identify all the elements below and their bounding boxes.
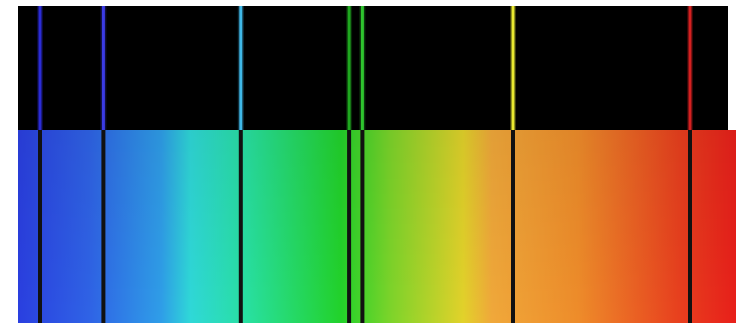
absorption-line-1 bbox=[38, 130, 42, 323]
emission-spectrum-band bbox=[18, 6, 728, 130]
absorption-line-6 bbox=[511, 130, 515, 323]
emission-line-6 bbox=[511, 6, 515, 130]
emission-line-4 bbox=[347, 6, 351, 130]
absorption-line-7 bbox=[688, 130, 692, 323]
emission-line-1 bbox=[38, 6, 42, 130]
absorption-line-4 bbox=[347, 130, 352, 323]
emission-line-7 bbox=[688, 6, 692, 130]
emission-line-5 bbox=[360, 6, 364, 130]
emission-lines bbox=[37, 6, 693, 130]
absorption-line-2 bbox=[101, 130, 106, 323]
absorption-lines bbox=[38, 130, 692, 323]
emission-line-3 bbox=[239, 6, 243, 130]
absorption-line-3 bbox=[238, 130, 243, 323]
absorption-shading bbox=[18, 130, 736, 323]
absorption-line-5 bbox=[360, 130, 365, 323]
emission-line-2 bbox=[101, 6, 105, 130]
